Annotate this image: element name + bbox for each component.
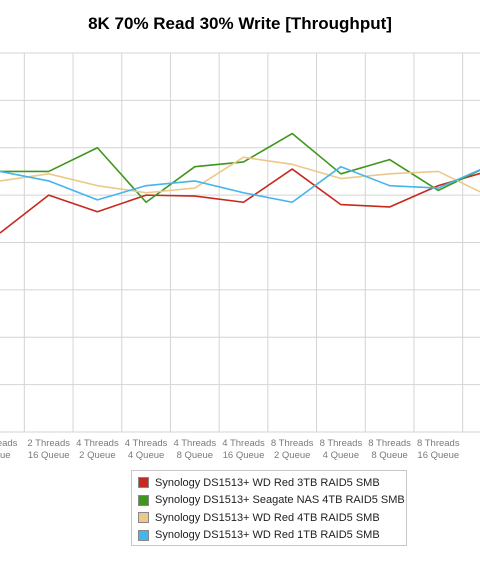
legend-label: Synology DS1513+ WD Red 1TB RAID5 SMB (155, 529, 380, 542)
series-layer (0, 132, 480, 234)
legend-item: Synology DS1513+ WD Red 3TB RAID5 SMB (138, 474, 406, 492)
legend-label: Synology DS1513+ WD Red 4TB RAID5 SMB (155, 511, 380, 524)
x-tick-label: 4 Threads 8 Queue (173, 438, 216, 461)
legend: Synology DS1513+ WD Red 3TB RAID5 SMB Syn… (131, 470, 407, 546)
series-line-1 (0, 168, 480, 234)
legend-item: Synology DS1513+ WD Red 1TB RAID5 SMB (138, 527, 406, 545)
x-tick-label: 4 Threads 16 Queue (222, 438, 265, 461)
legend-swatch (138, 494, 149, 506)
x-tick-label: Threadsueue (0, 438, 18, 461)
legend-swatch (138, 512, 149, 524)
legend-item: Synology DS1513+ Seagate NAS 4TB RAID5 S… (138, 492, 406, 510)
grid-layer (0, 52, 480, 433)
chart-title: 8K 70% Read 30% Write [Throughput] (88, 14, 392, 33)
legend-label: Synology DS1513+ WD Red 3TB RAID5 SMB (155, 476, 380, 489)
x-tick-label: 8 Threads 8 Queue (368, 438, 411, 461)
x-tick-label: 4 Threads 2 Queue (76, 438, 119, 461)
series-line-4 (0, 165, 480, 204)
x-tick-label: 8 Threads 4 Queue (320, 438, 363, 461)
legend-swatch (138, 477, 149, 489)
x-tick-label: 8 Threads 16 Queue (417, 438, 460, 461)
series-line-2 (0, 132, 480, 204)
x-tick-label: 4 Threads 4 Queue (125, 438, 168, 461)
legend-item: Synology DS1513+ WD Red 4TB RAID5 SMB (138, 509, 406, 527)
series-line-3 (0, 156, 480, 194)
x-tick-label: 8 Threads 2 Queue (271, 438, 314, 461)
legend-swatch (138, 529, 149, 541)
x-tick-label: 2 Threads 16 Queue (27, 438, 70, 461)
legend-label: Synology DS1513+ Seagate NAS 4TB RAID5 S… (155, 494, 405, 507)
